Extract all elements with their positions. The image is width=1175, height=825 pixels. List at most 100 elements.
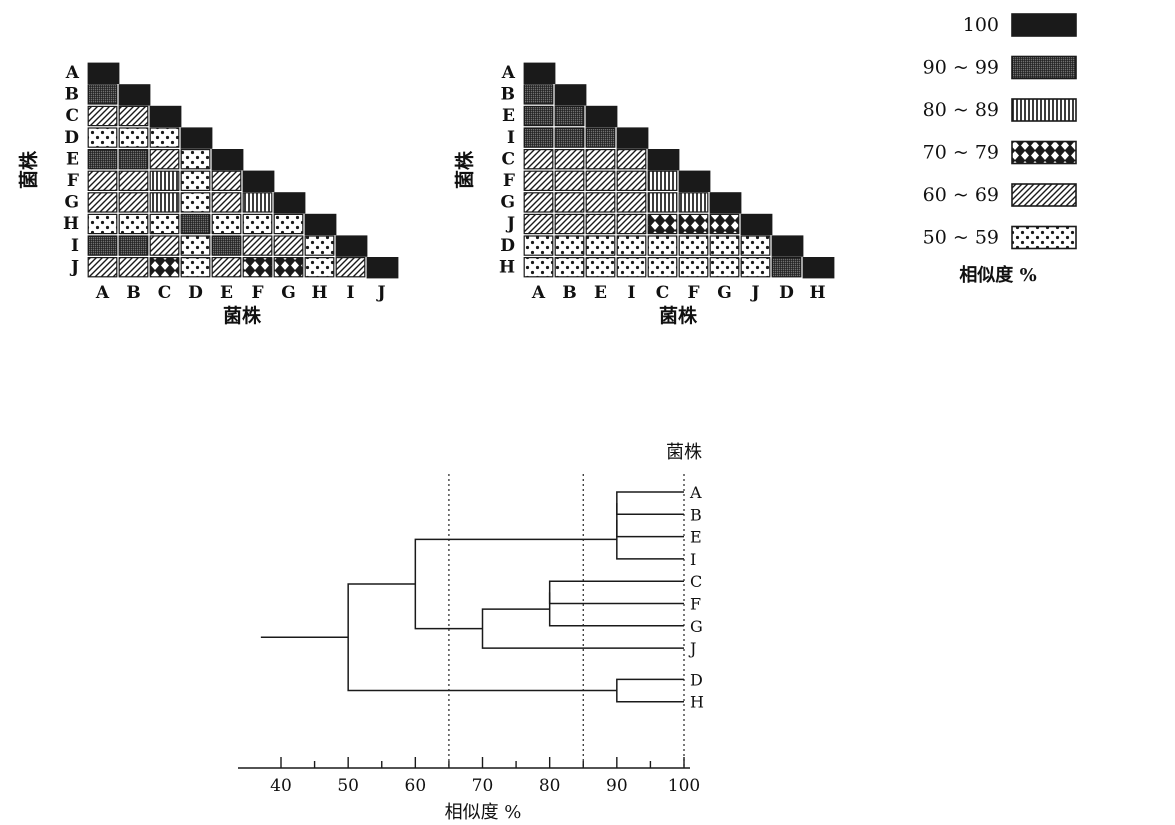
heatmap-cell-H-E: [585, 257, 616, 278]
heatmap-cell-G-C: [149, 192, 180, 213]
col-tick-label: J: [749, 283, 759, 303]
row-tick-label: B: [501, 85, 515, 105]
legend-label: 80 ~ 89: [923, 99, 999, 121]
heatmap-cell-J-B: [554, 213, 585, 235]
heatmap-cell-D-E: [585, 235, 616, 256]
col-tick-label: D: [779, 283, 794, 303]
heatmap-cell-G-I: [616, 192, 647, 213]
heatmap-cell-F-F: [242, 170, 275, 192]
row-tick-label: I: [71, 236, 79, 256]
leaf-label: E: [690, 528, 702, 547]
heatmap-cell-D-A: [523, 235, 554, 256]
heatmap-cell-H-B: [118, 213, 149, 235]
heatmap-cell-G-F: [242, 192, 273, 213]
heatmap-cell-B-A: [523, 84, 554, 105]
heatmap-cell-F-C: [149, 170, 180, 191]
heatmap-cell-G-B: [554, 192, 585, 213]
col-tick-label: I: [628, 283, 636, 303]
heatmap-cell-H-A: [87, 213, 118, 235]
col-tick-label: G: [717, 283, 732, 303]
dendrogram-link: [616, 678, 684, 703]
heatmap-cell-J-A: [523, 213, 554, 235]
heatmap-cell-H-C: [149, 213, 180, 235]
dendrogram-link: [548, 580, 684, 605]
leaf-label: A: [689, 483, 702, 502]
x-tick-label: 70: [472, 776, 494, 796]
heatmap-cell-D-D: [180, 127, 213, 149]
heatmap-cell-H-C: [647, 257, 678, 278]
row-tick-label: A: [501, 63, 516, 83]
legend-swatch-grid: [1011, 55, 1077, 80]
heatmap-cell-I-B: [554, 127, 585, 148]
col-tick-label: H: [311, 283, 327, 303]
leaf-label: C: [690, 572, 702, 591]
legend-swatch-diagonal: [1011, 183, 1077, 207]
x-tick-label: 80: [539, 776, 561, 796]
heatmap-cell-H-J: [740, 257, 771, 278]
heatmap-cell-I-I: [335, 235, 368, 257]
heatmap-cell-E-C: [149, 149, 180, 170]
heatmap-cell-G-A: [87, 192, 118, 213]
col-tick-label: E: [594, 283, 607, 303]
heatmap-cell-H-D: [771, 257, 802, 278]
heatmap-cell-I-I: [616, 127, 649, 149]
heatmap-cell-H-E: [211, 213, 242, 235]
y-axis-label: 菌株: [453, 150, 476, 189]
heatmap-cell-E-A: [87, 149, 118, 170]
row-tick-label: G: [64, 193, 79, 213]
heatmap-cell-C-C: [647, 149, 680, 171]
legend-swatch-solid: [1011, 13, 1077, 37]
heatmap-cell-C-I: [616, 149, 647, 170]
x-tick-label: 50: [337, 776, 359, 796]
heatmap-cell-J-I: [335, 257, 366, 278]
heatmap-cell-D-G: [709, 235, 740, 256]
row-tick-label: F: [67, 171, 79, 191]
col-tick-label: A: [95, 283, 110, 303]
leaf-label: H: [690, 693, 704, 712]
heatmap-cell-J-C: [149, 257, 180, 278]
row-tick-label: E: [66, 149, 79, 169]
heatmap-cell-D-D: [771, 235, 804, 257]
heatmap-cell-B-A: [87, 84, 118, 105]
row-tick-label: D: [500, 236, 515, 256]
x-axis-label: 菌株: [223, 304, 262, 327]
heatmap-cell-I-A: [87, 235, 118, 256]
row-tick-label: C: [65, 106, 79, 126]
heatmap-cell-I-A: [523, 127, 554, 148]
heatmap-cell-H-H: [304, 213, 337, 236]
row-tick-label: A: [65, 63, 80, 83]
x-axis-label: 相似度 %: [445, 802, 522, 823]
heatmap-cell-D-C: [647, 235, 678, 256]
leaf-header: 菌株: [666, 442, 702, 463]
heatmap-cell-F-I: [616, 170, 647, 191]
heatmap-cell-J-G: [273, 257, 304, 278]
heatmap-cell-F-D: [180, 170, 211, 191]
col-tick-label: F: [251, 283, 263, 303]
x-tick-label: 40: [270, 776, 292, 796]
heatmap-cell-E-E: [585, 105, 618, 128]
legend-label: 90 ~ 99: [923, 57, 999, 79]
leaf-label: D: [690, 670, 703, 689]
heatmap-cell-C-B: [118, 105, 149, 127]
heatmap-cell-H-A: [523, 257, 554, 278]
legend-title: 相似度 %: [959, 264, 1036, 286]
x-tick-label: 100: [668, 776, 700, 796]
heatmap-cell-H-G: [709, 257, 740, 278]
row-tick-label: E: [502, 106, 515, 126]
legend-label: 50 ~ 59: [923, 227, 999, 249]
heatmap-cell-J-F: [678, 213, 709, 235]
col-tick-label: F: [687, 283, 699, 303]
heatmap-cell-B-B: [118, 84, 151, 106]
heatmap-cell-G-C: [647, 192, 678, 213]
heatmap-cell-F-F: [678, 170, 711, 192]
heatmap-cell-J-C: [647, 213, 678, 235]
heatmap-cell-E-B: [554, 105, 585, 127]
leaf-label: F: [690, 595, 701, 614]
legend-label: 100: [963, 14, 999, 36]
row-tick-label: D: [64, 128, 79, 148]
heatmap-cell-J-H: [304, 257, 335, 278]
legend-swatch-vertical: [1011, 98, 1077, 122]
row-tick-label: G: [500, 193, 515, 213]
